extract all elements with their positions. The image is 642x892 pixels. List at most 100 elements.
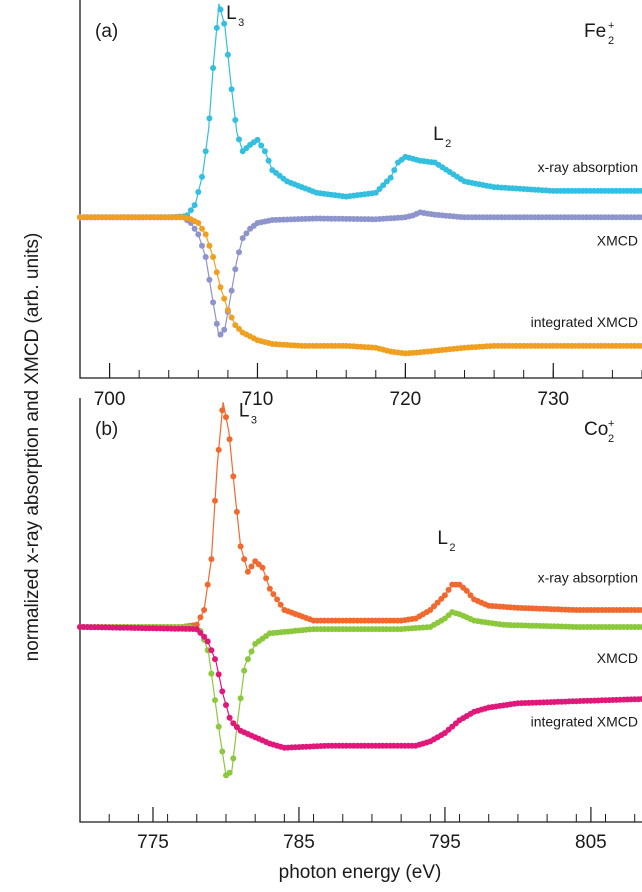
x-tick-label: 700 xyxy=(94,389,126,410)
data-point xyxy=(232,266,239,273)
data-point xyxy=(639,696,642,702)
series-label: x-ray absorption xyxy=(538,569,638,585)
data-point xyxy=(241,667,248,674)
data-point xyxy=(248,648,255,655)
data-point xyxy=(221,326,228,333)
series-line xyxy=(80,611,642,777)
x-tick-label: 785 xyxy=(283,832,315,853)
series-xmcd xyxy=(77,609,642,779)
data-point xyxy=(228,314,235,321)
data-point xyxy=(380,182,387,189)
data-point xyxy=(228,86,235,93)
data-point xyxy=(210,254,217,260)
data-point xyxy=(213,320,220,327)
series-label: XMCD xyxy=(597,233,638,249)
data-point xyxy=(210,65,217,71)
data-point xyxy=(226,769,233,776)
element-superscript: + xyxy=(608,20,614,32)
data-point xyxy=(233,724,240,731)
data-point xyxy=(236,325,242,332)
data-point xyxy=(232,322,239,329)
data-point xyxy=(372,189,379,196)
data-point xyxy=(210,299,217,306)
data-point xyxy=(226,714,233,721)
data-point xyxy=(277,601,284,608)
series-line xyxy=(80,3,642,218)
element-superscript: + xyxy=(608,418,614,430)
data-point xyxy=(467,592,474,599)
data-point xyxy=(193,626,200,633)
data-point xyxy=(212,497,218,504)
data-point xyxy=(191,202,198,209)
data-point xyxy=(221,295,228,302)
data-point xyxy=(237,543,244,550)
data-point xyxy=(215,723,222,730)
data-point xyxy=(228,287,235,294)
series-integrated-xmcd xyxy=(77,624,642,751)
data-point xyxy=(230,755,237,762)
data-point xyxy=(217,284,224,291)
data-point xyxy=(261,148,268,155)
data-point xyxy=(206,276,213,283)
data-point xyxy=(208,647,215,654)
data-point xyxy=(187,207,194,214)
data-point xyxy=(639,342,642,349)
data-point xyxy=(221,20,228,27)
data-point xyxy=(427,607,434,613)
data-point xyxy=(639,187,642,194)
data-point xyxy=(208,556,215,563)
data-point xyxy=(202,254,209,260)
data-point xyxy=(223,414,229,421)
data-point xyxy=(199,225,205,232)
data-point xyxy=(431,603,437,610)
data-point xyxy=(197,629,204,636)
x-tick-label: 730 xyxy=(537,389,569,410)
series-integrated-xmcd xyxy=(77,214,642,357)
peak-label-subscript: 2 xyxy=(449,542,455,554)
data-point xyxy=(230,473,237,480)
data-point xyxy=(383,178,390,185)
data-point xyxy=(239,235,246,242)
data-point xyxy=(639,624,642,630)
data-point xyxy=(237,695,244,702)
element-subscript: 2 xyxy=(608,433,614,445)
peak-label: L xyxy=(433,124,444,145)
data-point xyxy=(266,585,273,592)
data-point xyxy=(215,671,222,678)
panel-label: (b) xyxy=(95,419,118,440)
peak-label: L xyxy=(226,3,237,24)
element-subscript: 2 xyxy=(608,35,614,47)
data-point xyxy=(244,656,251,663)
data-point xyxy=(217,6,224,13)
data-point xyxy=(206,242,213,249)
series-x-ray-absorption xyxy=(77,3,642,221)
data-point xyxy=(230,720,237,727)
x-tick-label: 710 xyxy=(242,389,274,410)
panel-fe: 700 710 720 730 x-ray absorption XMCD integrat… xyxy=(77,0,642,410)
data-point xyxy=(224,307,231,313)
data-point xyxy=(259,564,266,571)
data-point xyxy=(195,220,202,226)
data-point xyxy=(241,556,248,563)
peak-label-subscript: 2 xyxy=(445,138,451,150)
series-label: integrated XMCD xyxy=(531,714,638,730)
data-point xyxy=(202,231,209,238)
data-point xyxy=(217,331,224,338)
series-line xyxy=(80,402,642,628)
data-point xyxy=(445,586,452,593)
peak-label: L xyxy=(239,401,250,422)
data-point xyxy=(265,157,272,164)
data-point xyxy=(208,670,215,677)
series-x-ray-absorption xyxy=(77,402,642,630)
data-point xyxy=(248,563,255,570)
data-point xyxy=(219,407,226,414)
data-point xyxy=(226,436,233,443)
data-point xyxy=(639,214,642,221)
data-point xyxy=(438,595,445,602)
data-point xyxy=(201,633,208,640)
data-point xyxy=(202,148,209,155)
series-line xyxy=(79,626,642,749)
peak-label: L xyxy=(437,528,448,549)
data-point xyxy=(232,117,239,123)
